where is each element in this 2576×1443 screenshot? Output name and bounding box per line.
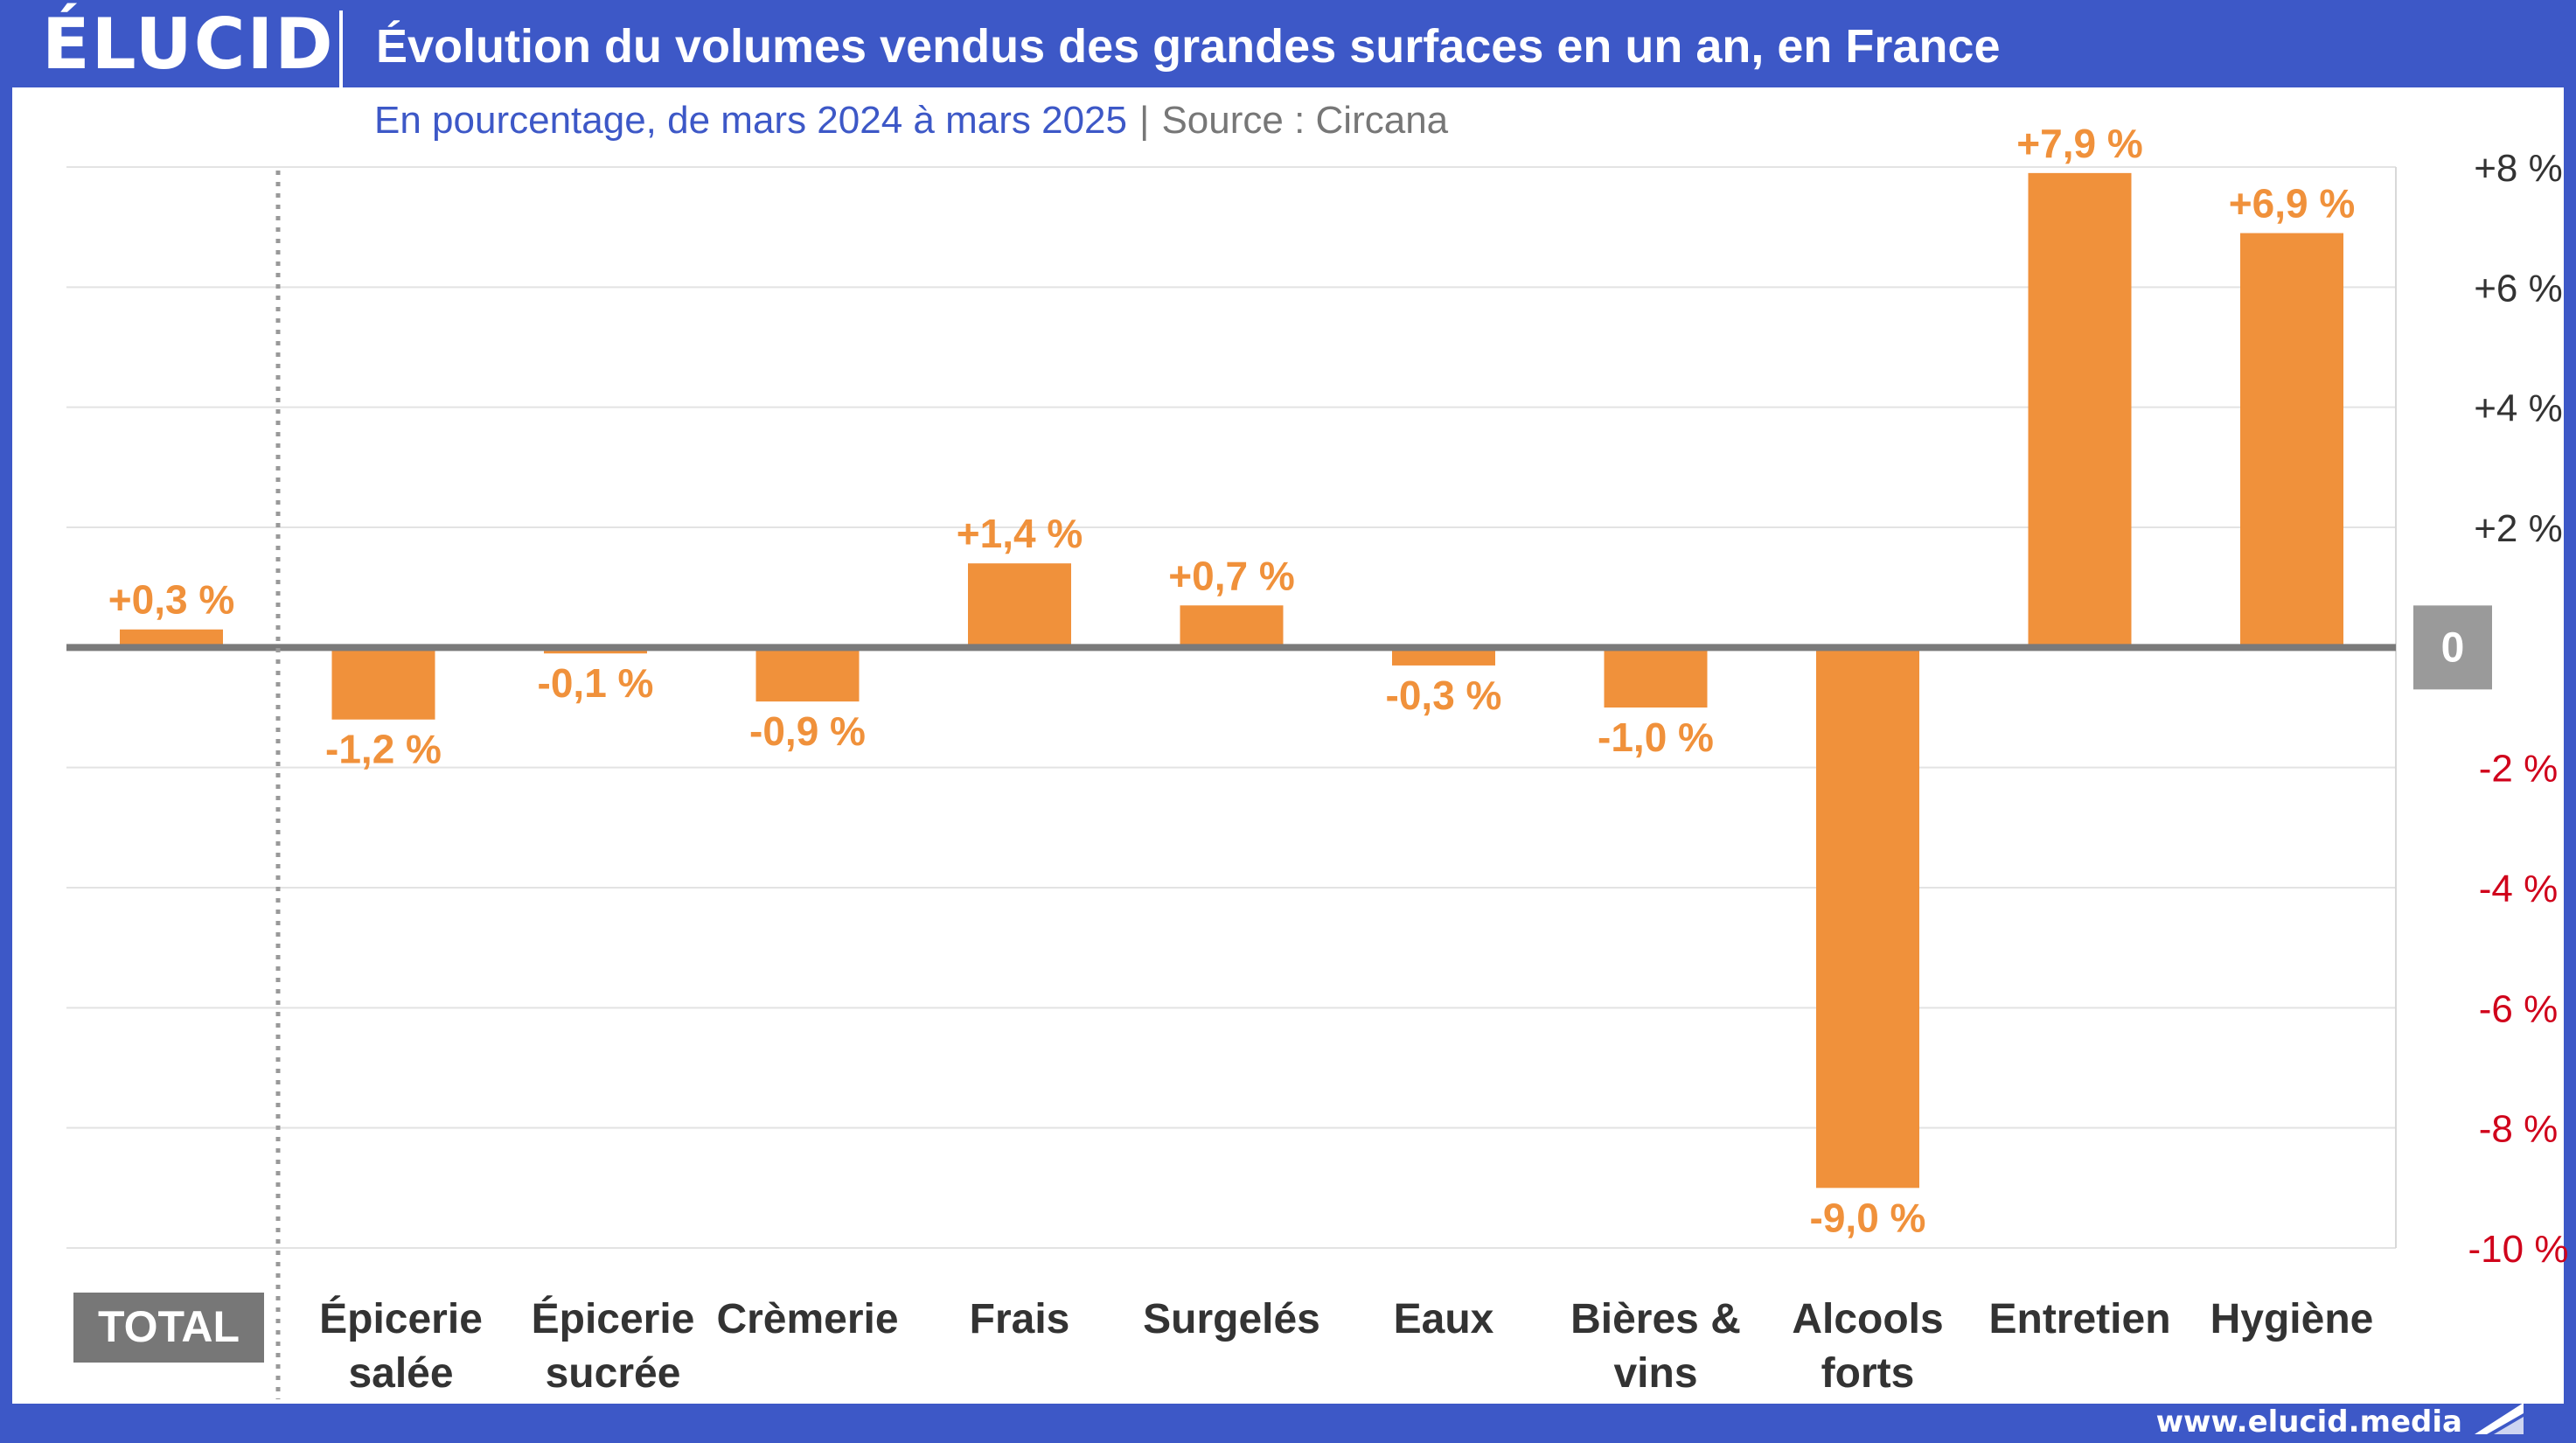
bar	[1180, 605, 1284, 648]
data-label: +6,9 %	[2229, 181, 2356, 227]
x-tick-label: Hygiène	[2210, 1296, 2374, 1342]
bar	[1604, 647, 1708, 708]
chart-subtitle: En pourcentage, de mars 2024 à mars 2025…	[374, 94, 1448, 147]
x-tick-label: Frais	[970, 1296, 1070, 1342]
data-label: -1,0 %	[1598, 715, 1714, 760]
y-tick-label: -4 %	[2479, 868, 2558, 910]
logo-divider	[339, 10, 343, 87]
source-text: Source : Circana	[1161, 99, 1449, 142]
y-tick-label: +4 %	[2474, 387, 2563, 430]
x-tick-label: Épicerie	[319, 1295, 483, 1342]
x-tick-label: Crèmerie	[716, 1296, 898, 1342]
x-tick-label: TOTAL	[98, 1302, 240, 1351]
elucid-logo: ÉLUCID	[42, 3, 335, 85]
y-tick-label: +8 %	[2474, 147, 2563, 190]
data-label: -0,3 %	[1386, 673, 1502, 718]
y-tick-label: +6 %	[2474, 267, 2563, 310]
x-tick-label: vins	[1613, 1350, 1697, 1397]
chart-panel	[12, 87, 2564, 1404]
x-tick-label: Alcools	[1792, 1296, 1943, 1342]
bar	[1816, 647, 1919, 1189]
y-tick-label: -2 %	[2479, 748, 2558, 791]
x-tick-label: Bières &	[1570, 1296, 1741, 1342]
bar	[968, 563, 1071, 648]
data-label: -0,1 %	[538, 660, 654, 706]
bar	[755, 647, 860, 702]
footer-url[interactable]: www.elucid.media	[2155, 1405, 2462, 1440]
data-label: -1,2 %	[325, 727, 442, 772]
zero-badge	[2413, 605, 2492, 690]
x-tick-label: Eaux	[1394, 1296, 1494, 1342]
y-tick-label: -8 %	[2479, 1108, 2558, 1151]
data-label: +7,9 %	[2016, 121, 2143, 166]
y-tick-label: -6 %	[2479, 987, 2558, 1030]
data-label: -9,0 %	[1810, 1195, 1926, 1240]
x-tick-label: Épicerie	[532, 1295, 695, 1342]
y-tick-label: +2 %	[2474, 507, 2563, 550]
data-label: +0,7 %	[1168, 553, 1295, 598]
x-tick-label: salée	[348, 1350, 453, 1397]
chart-title: Évolution du volumes vendus des grandes …	[376, 20, 2001, 73]
bar	[2240, 233, 2343, 648]
x-tick-label: Entretien	[1988, 1296, 2170, 1342]
subtitle-separator: |	[1139, 99, 1150, 142]
bar	[331, 647, 435, 720]
header-bar: ÉLUCID Évolution du volumes vendus des g…	[0, 0, 2576, 87]
bar	[1392, 647, 1495, 666]
x-tick-label: sucrée	[546, 1350, 681, 1397]
x-tick-label: Surgelés	[1143, 1296, 1320, 1342]
x-tick-label: forts	[1821, 1350, 1915, 1397]
y-tick-label: -10 %	[2468, 1228, 2569, 1271]
subtitle-text: En pourcentage, de mars 2024 à mars 2025	[374, 99, 1127, 142]
total-badge	[73, 1293, 264, 1363]
bar	[120, 629, 223, 648]
data-label: +0,3 %	[108, 577, 235, 623]
data-label: +1,4 %	[957, 511, 1083, 556]
elucid-mark-icon	[2475, 1403, 2524, 1434]
y-tick-label: 0	[2441, 624, 2465, 671]
bar	[2028, 172, 2132, 648]
data-label: -0,9 %	[749, 708, 866, 754]
